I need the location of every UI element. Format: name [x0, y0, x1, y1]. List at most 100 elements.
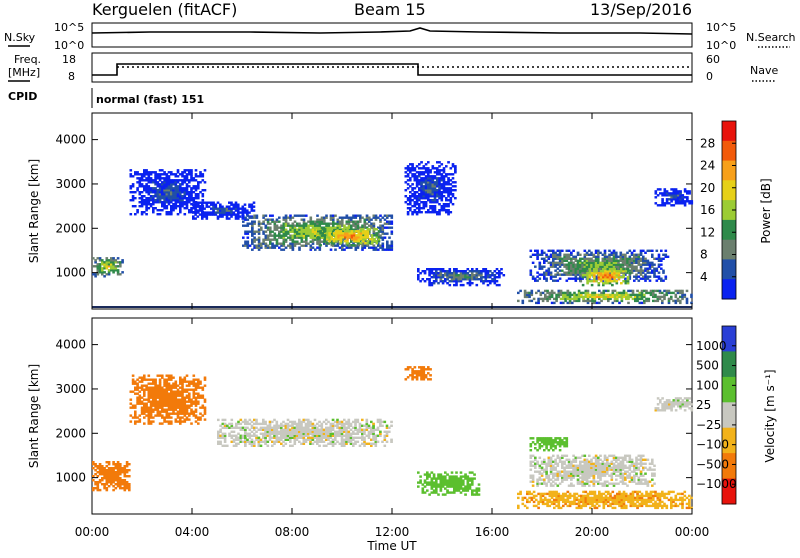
heatmap-cell: [139, 173, 142, 175]
heatmap-cell: [429, 175, 432, 177]
heatmap-cell: [177, 169, 180, 171]
heatmap-cell: [115, 463, 118, 465]
heatmap-cell: [278, 431, 281, 433]
heatmap-cell: [247, 237, 250, 239]
heatmap-cell: [424, 473, 427, 475]
heatmap-cell: [534, 278, 537, 280]
heatmap-cell: [633, 250, 636, 252]
heatmap-cell: [172, 391, 175, 393]
heatmap-cell: [429, 199, 432, 201]
heatmap-cell: [97, 475, 100, 477]
heatmap-cell: [388, 215, 391, 217]
heatmap-cell: [110, 467, 113, 469]
heatmap-cell: [460, 491, 463, 493]
heatmap-cell: [199, 416, 202, 418]
heatmap-cell: [543, 252, 546, 254]
heatmap-cell: [237, 427, 240, 429]
heatmap-cell: [280, 235, 283, 237]
heatmap-cell: [309, 421, 312, 423]
heatmap-cell: [649, 272, 652, 274]
heatmap-cell: [379, 225, 382, 227]
heatmap-cell: [303, 241, 306, 243]
heatmap-cell: [134, 197, 137, 199]
heatmap-cell: [197, 202, 200, 204]
heatmap-cell: [659, 204, 662, 206]
heatmap-cell: [336, 441, 339, 443]
heatmap-cell: [451, 491, 454, 493]
heatmap-cell: [143, 389, 146, 391]
heatmap-cell: [411, 183, 414, 185]
heatmap-cell: [366, 223, 369, 225]
heatmap-cell: [446, 473, 449, 475]
heatmap-cell: [573, 292, 576, 294]
heatmap-cell: [219, 441, 222, 443]
heatmap-cell: [152, 207, 155, 209]
heatmap-cell: [627, 276, 630, 278]
heatmap-cell: [659, 188, 662, 190]
heatmap-cell: [309, 429, 312, 431]
heatmap-cell: [691, 200, 694, 202]
heatmap-cell: [653, 268, 656, 270]
heatmap-cell: [202, 193, 205, 195]
heatmap-cell: [195, 393, 198, 395]
heatmap-cell: [503, 274, 506, 276]
heatmap-cell: [143, 211, 146, 213]
heatmap-cell: [278, 437, 281, 439]
heatmap-cell: [567, 290, 570, 292]
heatmap-cell: [532, 475, 535, 477]
heatmap-cell: [130, 213, 133, 215]
heatmap-cell: [677, 290, 680, 292]
heatmap-cell: [201, 202, 204, 204]
heatmap-cell: [199, 413, 202, 415]
heatmap-cell: [417, 471, 420, 473]
heatmap-cell: [92, 479, 95, 481]
heatmap-cell: [582, 292, 585, 294]
heatmap-cell: [233, 427, 236, 429]
heatmap-cell: [230, 202, 233, 204]
heatmap-cell: [579, 254, 582, 256]
heatmap-cell: [635, 274, 638, 276]
heatmap-cell: [192, 211, 195, 213]
heatmap-cell: [323, 421, 326, 423]
heatmap-cell: [478, 270, 481, 272]
heatmap-cell: [188, 393, 191, 395]
heatmap-cell: [534, 463, 537, 465]
heatmap-cell: [627, 302, 630, 304]
heatmap-cell: [438, 165, 441, 167]
heatmap-cell: [143, 422, 146, 424]
heatmap-cell: [195, 414, 198, 416]
heatmap-cell: [119, 261, 122, 263]
heatmap-cell: [199, 387, 202, 389]
heatmap-cell: [264, 421, 267, 423]
heatmap-cell: [181, 416, 184, 418]
heatmap-cell: [561, 274, 564, 276]
heatmap-cell: [566, 264, 569, 266]
heatmap-cell: [332, 419, 335, 421]
heatmap-cell: [204, 181, 207, 183]
heatmap-cell: [405, 181, 408, 183]
heatmap-cell: [424, 485, 427, 487]
heatmap-cell: [326, 242, 329, 244]
heatmap-cell: [386, 241, 389, 243]
heatmap-cell: [340, 230, 343, 232]
heatmap-cell: [530, 270, 533, 272]
heatmap-cell: [157, 375, 160, 377]
heatmap-cell: [649, 262, 652, 264]
heatmap-cell: [239, 215, 242, 217]
heatmap-cell: [199, 381, 202, 383]
heatmap-cell: [452, 185, 455, 187]
heatmap-cell: [543, 258, 546, 260]
heatmap-cell: [423, 185, 426, 187]
heatmap-cell: [273, 425, 276, 427]
heatmap-cell: [246, 421, 249, 423]
heatmap-cell: [599, 252, 602, 254]
heatmap-cell: [92, 265, 95, 267]
heatmap-cell: [361, 419, 364, 421]
heatmap-cell: [177, 175, 180, 177]
heatmap-cell: [316, 219, 319, 221]
heatmap-cell: [386, 441, 389, 443]
heatmap-cell: [294, 225, 297, 227]
heatmap-cell: [132, 375, 135, 377]
heatmap-cell: [544, 294, 547, 296]
heatmap-cell: [298, 247, 301, 249]
